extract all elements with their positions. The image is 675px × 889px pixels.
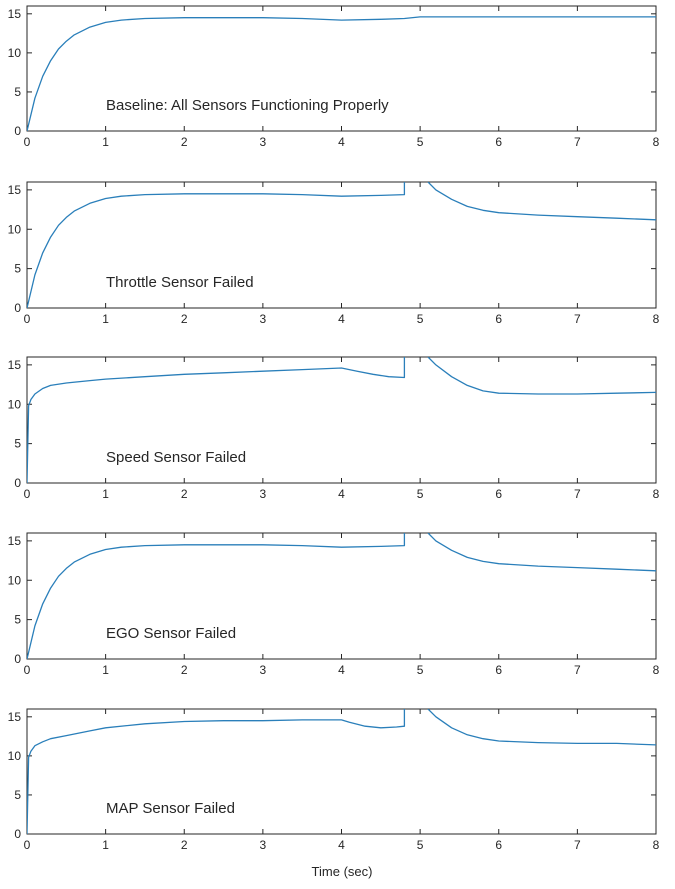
- subplot-annotation: Throttle Sensor Failed: [106, 274, 254, 291]
- x-tick-label: 3: [260, 838, 267, 852]
- x-tick-label: 6: [495, 663, 502, 677]
- x-tick-label: 5: [417, 312, 424, 326]
- x-tick-label: 4: [338, 838, 345, 852]
- y-tick-label: 0: [14, 301, 21, 315]
- series-group: [27, 709, 656, 834]
- x-tick-label: 6: [495, 135, 502, 149]
- y-tick-label: 10: [8, 749, 22, 763]
- series-line: [27, 709, 406, 834]
- series-line: [27, 357, 406, 483]
- y-tick-label: 15: [8, 534, 22, 548]
- subplot-5: 0 1 2 3 4 5 6 7 8 0 5 10 15 MAP Sensor Failed: [8, 708, 660, 852]
- series-line: [427, 357, 656, 395]
- axes-frame: [26, 532, 657, 660]
- x-tick-label: 6: [495, 838, 502, 852]
- x-tick-label: 3: [260, 487, 267, 501]
- series-group: [27, 533, 656, 659]
- y-tick-label: 10: [8, 573, 22, 587]
- y-tick-label: 10: [8, 397, 22, 411]
- y-tick-label: 15: [8, 7, 22, 21]
- x-tick-label: 1: [102, 838, 109, 852]
- x-tick-label: 7: [574, 838, 581, 852]
- axes-frame: [26, 181, 657, 309]
- x-tick-label: 3: [260, 135, 267, 149]
- x-tick-label: 7: [574, 487, 581, 501]
- y-tick-label: 15: [8, 358, 22, 372]
- x-tick-label: 0: [24, 663, 31, 677]
- x-tick-label: 8: [653, 312, 660, 326]
- y-tick-label: 15: [8, 710, 22, 724]
- series-group: [27, 357, 656, 483]
- x-tick-label: 8: [653, 838, 660, 852]
- x-tick-label: 2: [181, 487, 188, 501]
- series-group: [27, 16, 656, 131]
- x-tick-label: 4: [338, 312, 345, 326]
- y-tick-label: 10: [8, 46, 22, 60]
- x-tick-label: 1: [102, 135, 109, 149]
- subplot-1: 0 1 2 3 4 5 6 7 8 0 5 10 15 Baseline: All Sensors Fun…: [8, 5, 660, 149]
- x-tick-label: 4: [338, 663, 345, 677]
- x-tick-label: 1: [102, 312, 109, 326]
- x-tick-label: 5: [417, 135, 424, 149]
- subplot-annotation: EGO Sensor Failed: [106, 625, 236, 642]
- y-tick-label: 5: [14, 437, 21, 451]
- x-tick-label: 8: [653, 663, 660, 677]
- y-tick-label: 0: [14, 652, 21, 666]
- x-tick-label: 0: [24, 838, 31, 852]
- x-tick-label: 8: [653, 487, 660, 501]
- y-tick-label: 0: [14, 124, 21, 138]
- x-tick-label: 3: [260, 312, 267, 326]
- x-tick-label: 3: [260, 663, 267, 677]
- x-tick-label: 7: [574, 312, 581, 326]
- x-tick-label: 2: [181, 312, 188, 326]
- series-group: [27, 182, 656, 308]
- series-line: [427, 709, 656, 746]
- x-tick-label: 2: [181, 663, 188, 677]
- x-axis-label: Time (sec): [312, 864, 373, 879]
- subplot-4: 0 1 2 3 4 5 6 7 8 0 5 10 15 EGO Sensor Failed: [8, 532, 660, 677]
- series-line: [27, 533, 406, 659]
- x-tick-label: 8: [653, 135, 660, 149]
- x-tick-label: 5: [417, 663, 424, 677]
- x-tick-label: 1: [102, 487, 109, 501]
- subplot-annotation: MAP Sensor Failed: [106, 800, 235, 817]
- x-tick-label: 7: [574, 135, 581, 149]
- subplot-2: 0 1 2 3 4 5 6 7 8 0 5 10 15 Throttle Sensor Failed: [8, 181, 660, 326]
- x-tick-label: 5: [417, 487, 424, 501]
- x-tick-label: 2: [181, 838, 188, 852]
- x-tick-label: 0: [24, 487, 31, 501]
- subplot-annotation: Baseline: All Sensors Functioning Proper…: [106, 97, 389, 114]
- y-tick-label: 5: [14, 613, 21, 627]
- series-line: [427, 533, 656, 572]
- series-line: [27, 16, 656, 131]
- x-tick-label: 5: [417, 838, 424, 852]
- x-tick-label: 4: [338, 135, 345, 149]
- y-tick-label: 5: [14, 788, 21, 802]
- y-tick-label: 5: [14, 262, 21, 276]
- y-tick-label: 0: [14, 476, 21, 490]
- x-tick-label: 0: [24, 135, 31, 149]
- x-tick-label: 7: [574, 663, 581, 677]
- x-tick-label: 1: [102, 663, 109, 677]
- x-tick-label: 6: [495, 487, 502, 501]
- series-line: [27, 182, 406, 308]
- subplot-3: 0 1 2 3 4 5 6 7 8 0 5 10 15 Speed Sensor Failed: [8, 356, 660, 501]
- axes-frame: [26, 5, 657, 132]
- y-tick-label: 0: [14, 827, 21, 841]
- x-tick-label: 4: [338, 487, 345, 501]
- x-tick-label: 0: [24, 312, 31, 326]
- x-tick-label: 6: [495, 312, 502, 326]
- y-tick-label: 10: [8, 222, 22, 236]
- subplot-annotation: Speed Sensor Failed: [106, 449, 246, 466]
- y-tick-label: 15: [8, 183, 22, 197]
- series-line: [427, 182, 656, 221]
- x-tick-label: 2: [181, 135, 188, 149]
- y-tick-label: 5: [14, 85, 21, 99]
